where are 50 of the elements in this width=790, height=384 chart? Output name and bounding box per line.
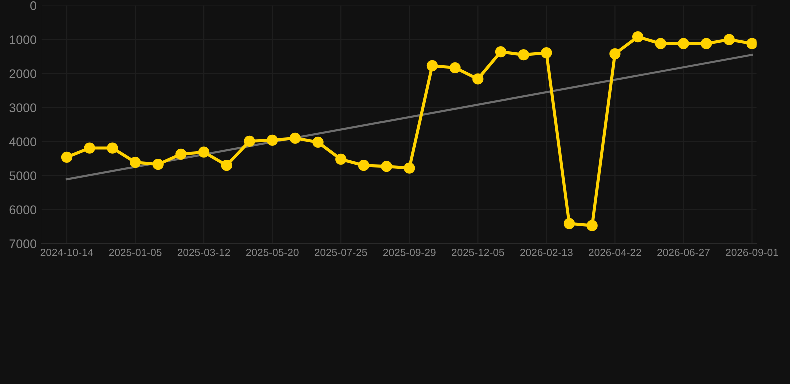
x-tick-label: 2025-03-12 [178,248,230,256]
point [678,38,690,50]
point [290,132,301,144]
point [176,148,187,160]
point [746,38,757,50]
x-tick-label: 2025-09-29 [384,248,436,256]
point [610,48,621,60]
x-tick-label: 2024-10-14 [40,248,94,256]
point [107,142,118,154]
point [221,160,232,172]
point [404,162,416,174]
point [450,62,461,74]
x-tick-label: 2026-06-27 [658,248,710,256]
y-tick-label: 0 [30,2,37,10]
point [198,146,210,158]
x-tick-label: 2026-02-13 [520,248,573,256]
point [152,159,164,170]
x-tick-label: 2025-05-20 [246,248,299,256]
point [336,154,347,166]
y-tick-label: 2000 [10,70,37,78]
point [267,134,278,146]
point [244,136,256,148]
point [518,50,530,61]
x-tick-label: 2025-07-25 [314,248,368,256]
point [426,60,438,72]
y-tick-label: 4000 [9,138,37,146]
point [61,152,73,164]
point [130,156,142,168]
point [564,218,576,230]
y-tick-label: 1000 [10,36,37,44]
point [655,38,666,50]
y-tick-label: 7000 [10,240,37,248]
point [701,38,712,50]
y-tick-label: 5000 [10,172,37,180]
point [541,47,552,59]
x-tick-label: 2026-09-01 [726,248,778,256]
point [495,46,507,58]
x-tick-label: 2026-04-22 [589,248,642,256]
x-tick-label: 2025-01-05 [109,248,162,256]
y-tick-label: 6000 [10,206,37,214]
x-tick-label: 2025-12-05 [452,248,504,256]
point [724,34,735,46]
point [632,31,644,43]
point [358,160,370,172]
point [312,136,324,148]
point [472,74,484,85]
point [381,161,392,172]
point [84,142,96,154]
point [586,220,598,232]
y-tick-label: 3000 [10,104,37,112]
